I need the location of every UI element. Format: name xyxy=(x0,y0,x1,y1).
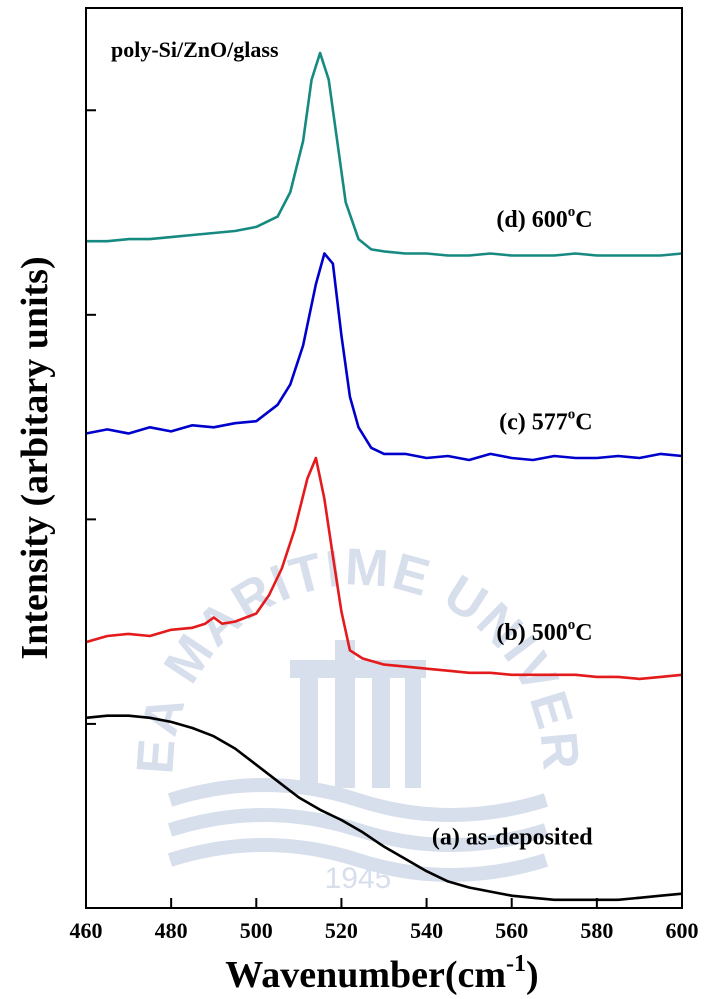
series-layer xyxy=(85,51,683,902)
annotation-layer: (d) 600oC (c) 577oC (b) 500oC (a) as-deposi… xyxy=(432,204,593,851)
university-seal-watermark: KOREA MARITIME UNIVERSITY 1945 xyxy=(0,0,588,895)
curve-label-d: (d) 600oC xyxy=(496,204,592,233)
x-axis-label: Wavenumber(cm-1) xyxy=(225,951,538,996)
axis-layer: 460 480 500 520 540 560 580 600 xyxy=(70,109,699,943)
series-line-b xyxy=(85,456,683,681)
x-tick-label: 480 xyxy=(155,918,188,943)
x-tick-label: 580 xyxy=(580,918,613,943)
x-axis-label-close: ) xyxy=(526,954,539,996)
series-line-c xyxy=(85,252,683,462)
curve-label-a: (a) as-deposited xyxy=(432,825,593,851)
x-tick-label: 600 xyxy=(666,918,699,943)
x-tick-label: 460 xyxy=(70,918,103,943)
plot-frame xyxy=(85,7,683,909)
curve-label-c: (c) 577oC xyxy=(499,406,592,435)
curve-label-b: (b) 500oC xyxy=(496,617,592,646)
x-tick-label: 520 xyxy=(325,918,358,943)
x-axis-label-superscript: -1 xyxy=(506,951,526,977)
y-axis-label: Intensity (arbitary units) xyxy=(14,256,56,659)
chart-title: poly-Si/ZnO/glass xyxy=(111,37,279,62)
x-tick-label: 540 xyxy=(410,918,443,943)
x-axis-label-main: Wavenumber(cm xyxy=(225,954,506,996)
series-line-d xyxy=(86,51,683,257)
seal-arc-text: KOREA MARITIME UNIVERSITY xyxy=(0,0,588,776)
x-tick-label: 560 xyxy=(495,918,528,943)
x-tick-label: 500 xyxy=(240,918,273,943)
series-line-a xyxy=(85,714,683,902)
seal-year: 1945 xyxy=(325,862,392,895)
